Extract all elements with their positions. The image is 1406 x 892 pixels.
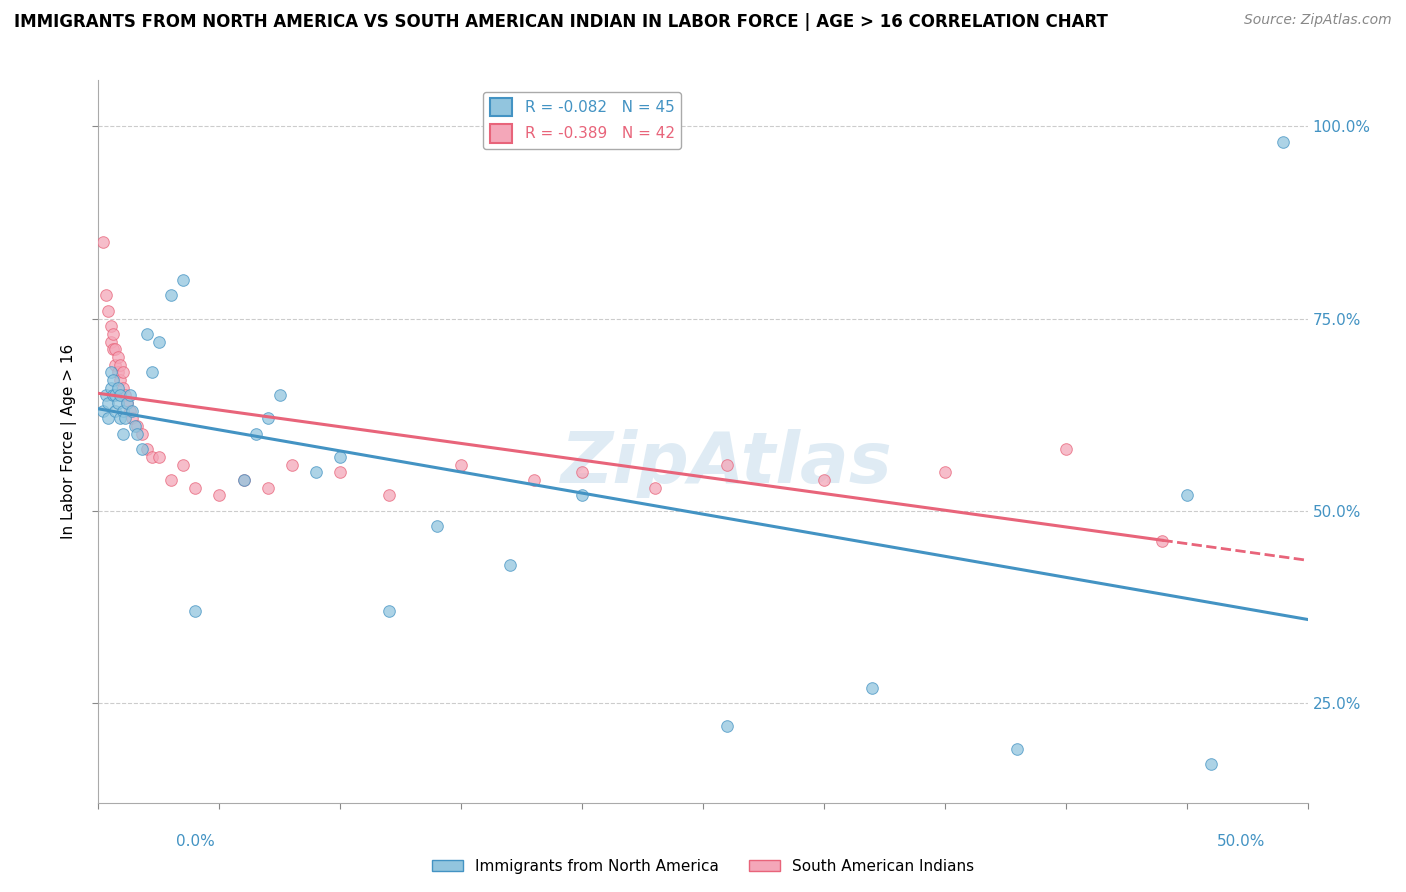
Point [135,442,157,457]
Point [523,473,546,487]
Point [97,304,120,318]
Point [101,388,124,402]
Point [111,381,134,395]
Point [232,473,254,487]
Text: ZipAtlas: ZipAtlas [561,429,893,498]
Point [107,396,129,410]
Point [377,488,399,502]
Point [245,426,267,441]
Point [160,473,183,487]
Point [94,288,117,302]
Point [117,396,139,410]
Point [100,381,122,395]
Point [208,488,231,502]
Point [1007,742,1029,756]
Point [108,358,131,372]
Point [111,426,134,441]
Point [97,411,120,425]
Point [934,465,956,479]
Point [184,604,207,618]
Text: 50.0%: 50.0% [1218,834,1265,849]
Point [1272,135,1295,149]
Point [329,450,352,464]
Point [104,404,127,418]
Point [118,404,141,418]
Point [104,343,127,357]
Point [101,326,124,341]
Point [118,388,141,402]
Point [571,488,593,502]
Point [121,411,143,425]
Point [172,273,194,287]
Point [256,481,278,495]
Point [107,350,129,364]
Point [860,681,883,695]
Point [114,411,136,425]
Point [716,458,738,472]
Point [232,473,254,487]
Point [100,334,122,349]
Point [104,358,127,372]
Point [1054,442,1077,457]
Text: Source: ZipAtlas.com: Source: ZipAtlas.com [1244,13,1392,28]
Point [131,442,153,457]
Point [101,343,124,357]
Point [305,465,328,479]
Point [91,404,114,418]
Point [450,458,472,472]
Point [1199,757,1222,772]
Point [107,365,129,379]
Legend: R = -0.082   N = 45, R = -0.389   N = 42: R = -0.082 N = 45, R = -0.389 N = 42 [484,92,681,149]
Point [117,396,139,410]
Point [377,604,399,618]
Point [148,334,170,349]
Point [281,458,304,472]
Point [498,558,520,572]
Point [97,396,120,410]
Point [172,458,194,472]
Point [107,381,129,395]
Point [131,426,153,441]
Point [716,719,738,733]
Point [571,465,593,479]
Text: 0.0%: 0.0% [176,834,215,849]
Point [108,388,131,402]
Point [94,388,117,402]
Legend: Immigrants from North America, South American Indians: Immigrants from North America, South Ame… [426,853,980,880]
Point [100,319,122,334]
Point [184,481,207,495]
Point [114,388,136,402]
Point [269,388,291,402]
Point [127,426,149,441]
Point [121,404,143,418]
Point [1175,488,1198,502]
Point [108,411,131,425]
Point [1152,534,1174,549]
Point [108,373,131,387]
Point [329,465,352,479]
Point [104,388,127,402]
Point [141,450,163,464]
Point [111,404,134,418]
Point [148,450,170,464]
Point [141,365,163,379]
Point [135,326,157,341]
Point [111,365,134,379]
Point [160,288,183,302]
Point [426,519,449,533]
Y-axis label: In Labor Force | Age > 16: In Labor Force | Age > 16 [60,344,77,539]
Point [100,365,122,379]
Text: IMMIGRANTS FROM NORTH AMERICA VS SOUTH AMERICAN INDIAN IN LABOR FORCE | AGE > 16: IMMIGRANTS FROM NORTH AMERICA VS SOUTH A… [14,13,1108,31]
Point [91,235,114,249]
Point [127,419,149,434]
Point [644,481,666,495]
Point [813,473,835,487]
Point [256,411,278,425]
Point [124,419,146,434]
Point [101,373,124,387]
